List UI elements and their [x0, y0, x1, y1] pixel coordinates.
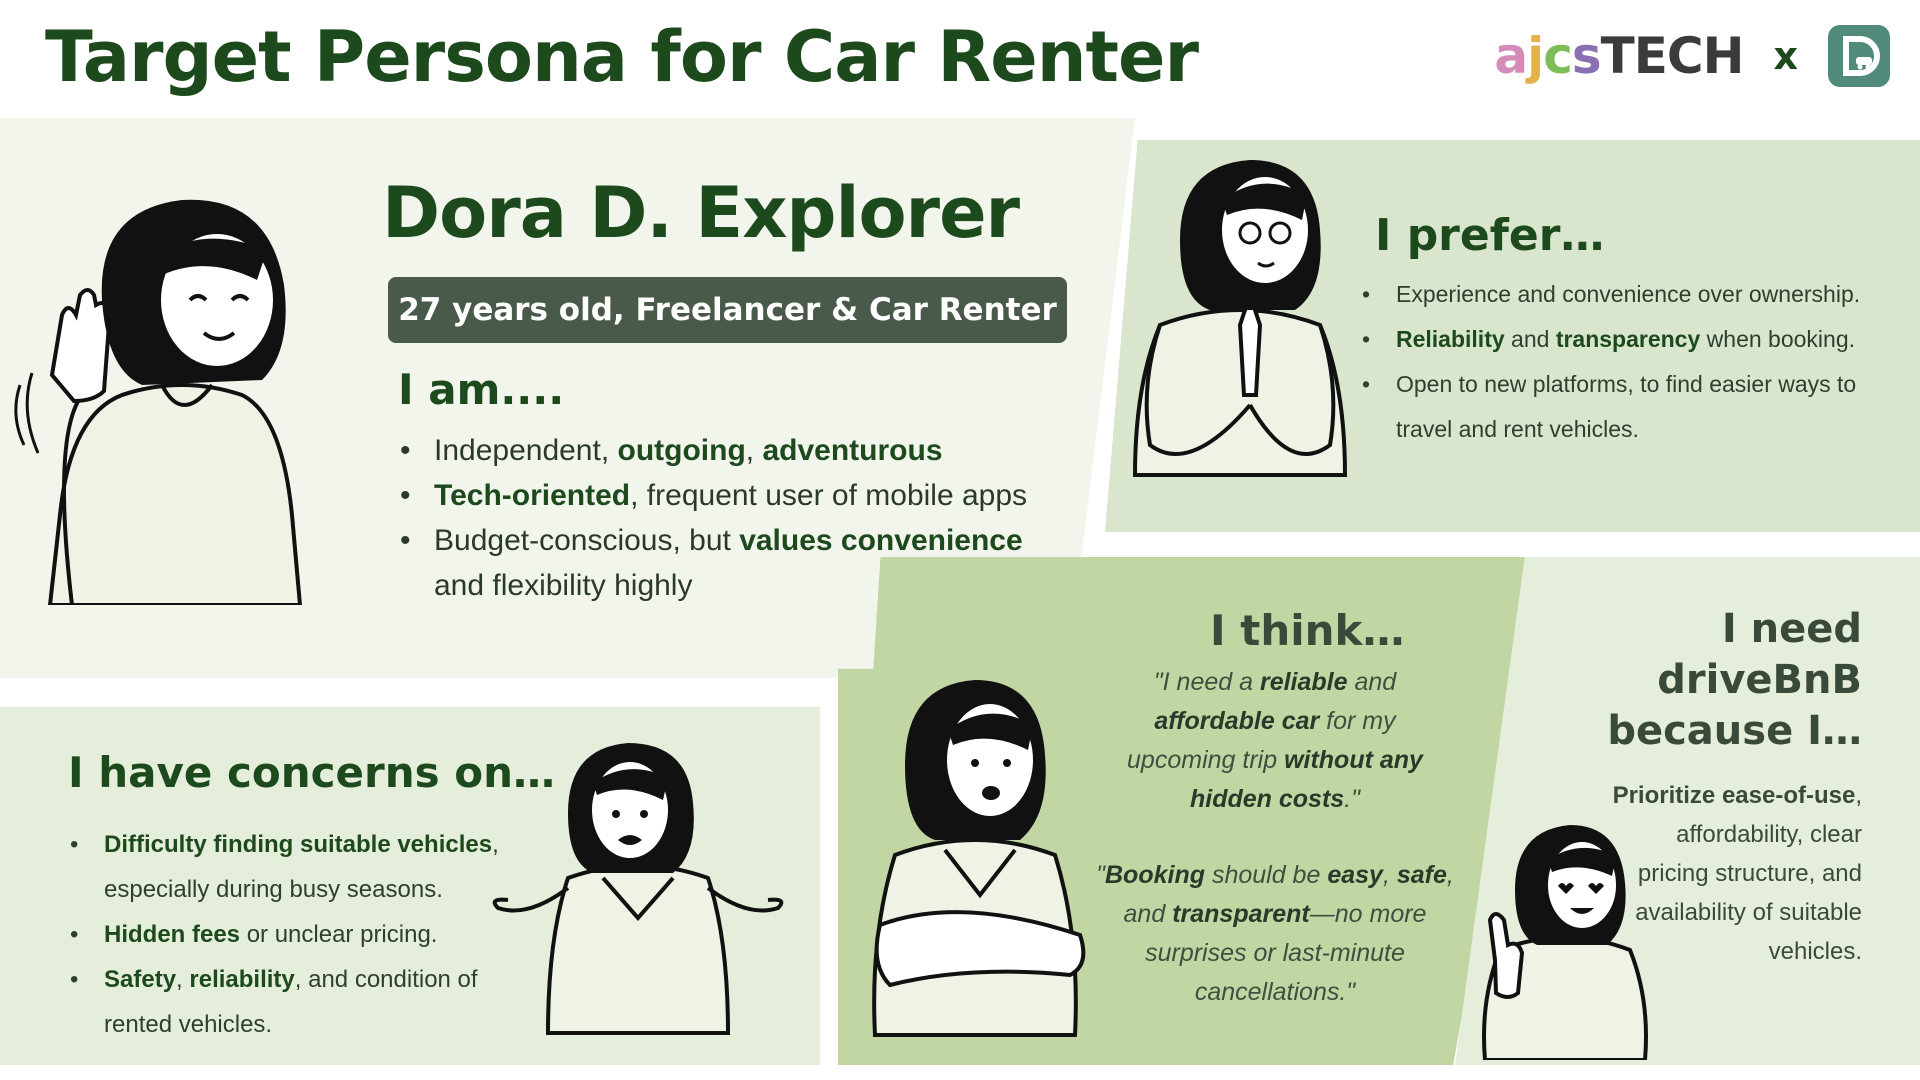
think-quote: "Booking should be easy, safe, and trans…: [1090, 856, 1460, 1012]
emphasis-text: transparency: [1555, 326, 1701, 352]
body-text: "I need a: [1153, 668, 1260, 696]
i-prefer-list: Experience and convenience over ownershi…: [1360, 272, 1905, 452]
waving-woman-icon: [12, 195, 372, 609]
arms-crossed-woman-icon: [860, 675, 1100, 1044]
body-text: and: [1504, 326, 1556, 352]
body-text: Open to new platforms, to find easier wa…: [1396, 371, 1857, 442]
body-text: and: [1347, 668, 1397, 696]
emphasis-text: Booking: [1105, 861, 1205, 889]
list-item: Budget-conscious, but values convenience…: [398, 518, 1038, 608]
list-item: Independent, outgoing, adventurous: [398, 428, 1038, 473]
page-title: Target Persona for Car Renter: [45, 16, 1199, 98]
body-text: ,: [1382, 861, 1397, 889]
body-text: Experience and convenience over ownershi…: [1396, 281, 1861, 307]
logo-separator: x: [1773, 34, 1798, 78]
emphasis-text: Difficulty finding suitable vehicles: [104, 831, 493, 858]
body-text: , and: [1123, 861, 1454, 928]
body-text: —no more surprises or last-minute cancel…: [1145, 900, 1427, 1006]
praying-woman-icon: [1130, 155, 1370, 489]
i-am-list: Independent, outgoing, adventurous Tech-…: [398, 428, 1038, 608]
emphasis-text: transparent: [1172, 900, 1310, 928]
emphasis-text: Tech-oriented: [434, 479, 631, 512]
d-car-logo-icon: [1828, 25, 1890, 87]
body-text: or unclear pricing.: [240, 921, 438, 948]
i-need-heading: I need driveBnB because I…: [1607, 606, 1862, 754]
concerns-heading: I have concerns on…: [68, 748, 555, 797]
emphasis-text: values convenience: [739, 524, 1023, 557]
persona-details-badge: 27 years old, Freelancer & Car Renter: [388, 277, 1067, 343]
emphasis-text: adventurous: [762, 434, 943, 467]
body-text: ,: [176, 966, 190, 993]
list-item: Safety, reliability, and condition of re…: [68, 957, 548, 1047]
i-need-text: Prioritize ease-of-use, affordability, c…: [1612, 776, 1862, 971]
body-text: , especially during busy seasons.: [104, 831, 499, 903]
body-text: ": [1096, 861, 1105, 889]
emphasis-text: outgoing: [617, 434, 746, 467]
shrugging-woman-icon: [478, 738, 808, 1042]
i-think-heading: I think…: [1210, 606, 1405, 655]
body-text: and flexibility highly: [434, 569, 693, 602]
emphasis-text: reliable: [1259, 668, 1348, 696]
body-text: should be: [1205, 861, 1328, 889]
list-item: Reliability and transparency when bookin…: [1360, 317, 1905, 362]
list-item: Tech-oriented, frequent user of mobile a…: [398, 473, 1038, 518]
list-item: Experience and convenience over ownershi…: [1360, 272, 1905, 317]
persona-name: Dora D. Explorer: [382, 172, 1020, 254]
body-text: Independent,: [434, 434, 618, 467]
emphasis-text: safe: [1396, 861, 1447, 889]
list-item: Open to new platforms, to find easier wa…: [1360, 362, 1905, 452]
body-text: .": [1344, 785, 1360, 813]
list-item: Hidden fees or unclear pricing.: [68, 912, 548, 957]
concerns-list: Difficulty finding suitable vehicles, es…: [68, 822, 548, 1047]
emphasis-text: Safety: [104, 966, 177, 993]
emphasis-text: reliability: [189, 966, 295, 993]
i-prefer-heading: I prefer…: [1375, 210, 1605, 261]
body-text: , affordability, clear pricing structure…: [1635, 782, 1862, 965]
body-text: when booking.: [1700, 326, 1856, 352]
body-text: , frequent user of mobile apps: [630, 479, 1028, 512]
list-item: Difficulty finding suitable vehicles, es…: [68, 822, 548, 912]
body-text: ,: [745, 434, 763, 467]
emphasis-text: without any hidden costs: [1189, 746, 1423, 813]
body-text: Budget-conscious, but: [434, 524, 740, 557]
i-am-heading: I am....: [398, 365, 565, 414]
body-text: , and condition of rented vehicles.: [104, 966, 478, 1038]
emphasis-text: Reliability: [1396, 326, 1505, 352]
think-quote: "I need a reliable and affordable car fo…: [1105, 663, 1445, 819]
ajcstech-logo: ajcsTECH: [1494, 27, 1744, 85]
logo-area: ajcsTECH x: [1494, 16, 1890, 96]
emphasis-text: Prioritize ease-of-use: [1612, 782, 1856, 809]
emphasis-text: Hidden fees: [104, 921, 241, 948]
emphasis-text: easy: [1327, 861, 1383, 889]
thumbs-up-woman-icon: [1470, 820, 1660, 1064]
body-text: for my upcoming trip: [1127, 707, 1396, 774]
emphasis-text: affordable car: [1154, 707, 1320, 735]
